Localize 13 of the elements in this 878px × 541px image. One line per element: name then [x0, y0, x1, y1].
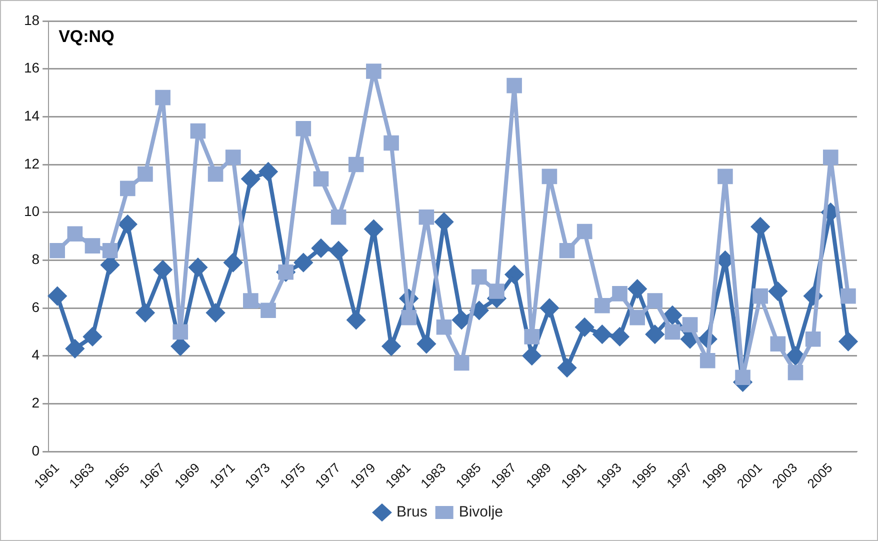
- y-tick-label: 14: [24, 108, 40, 124]
- chart-title: VQ:NQ: [58, 27, 114, 46]
- y-tick-label: 12: [24, 155, 40, 172]
- y-tick-label: 8: [32, 251, 40, 268]
- y-tick-label: 6: [32, 298, 40, 315]
- y-tick-label: 18: [24, 12, 40, 28]
- y-tick-label: 2: [32, 394, 40, 411]
- y-tick-label: 10: [24, 203, 40, 220]
- y-tick-label: 16: [24, 60, 40, 76]
- legend-label: Brus: [396, 504, 428, 521]
- y-tick-label: 4: [32, 346, 40, 363]
- legend-label: Bivolje: [458, 504, 504, 521]
- y-tick-label: 0: [32, 442, 40, 458]
